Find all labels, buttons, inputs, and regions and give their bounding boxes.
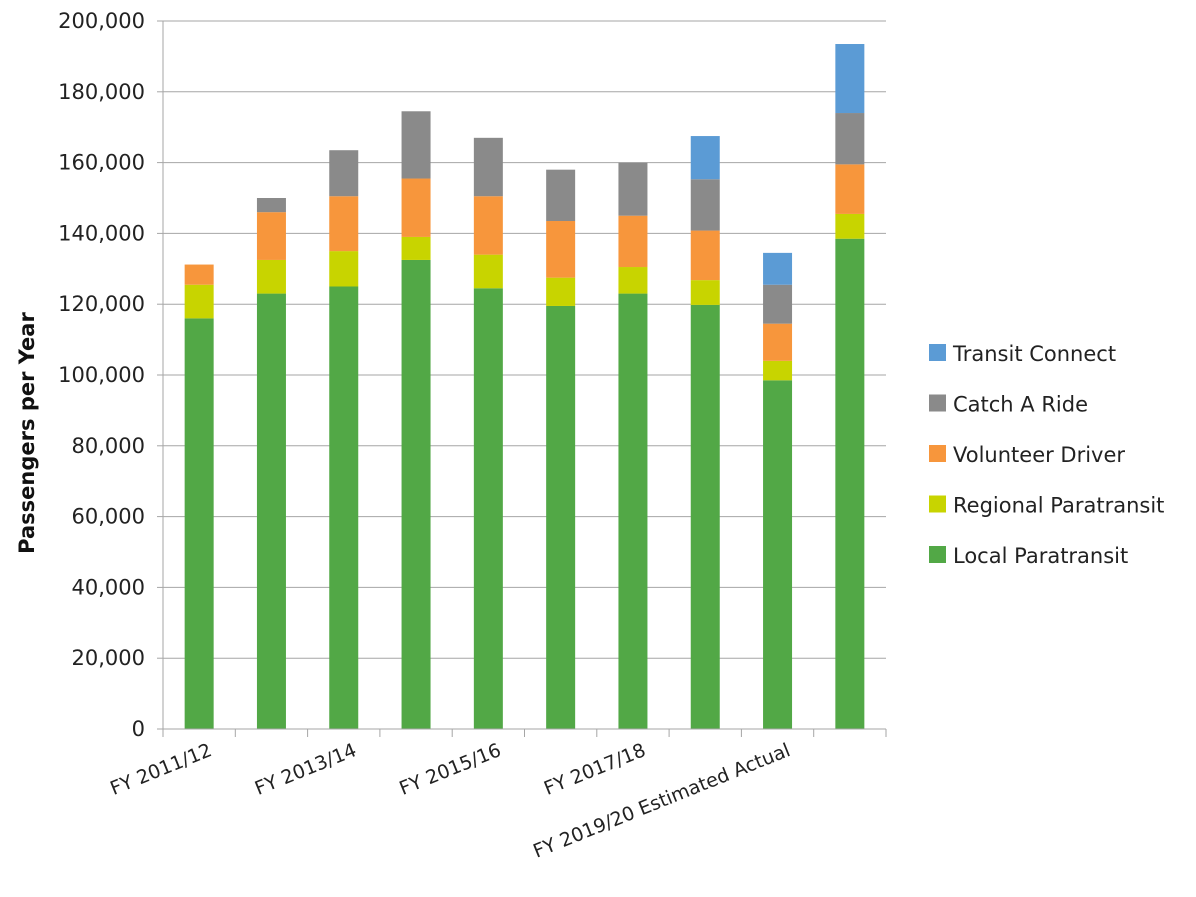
bar-segment	[473, 254, 503, 289]
x-tick-label: FY 2017/18	[541, 739, 649, 800]
y-axis-title: Passengers per Year	[15, 312, 39, 554]
x-tick-label: FY 2013/14	[252, 739, 360, 800]
legend-swatch	[929, 546, 946, 563]
legend-label: Transit Connect	[952, 342, 1116, 366]
bar-segment	[329, 196, 359, 252]
bar-segment	[401, 111, 431, 179]
bar-segment	[690, 136, 720, 180]
bar-segment	[256, 293, 286, 729]
y-tick-label: 100,000	[58, 363, 145, 387]
bar-segment	[329, 286, 359, 729]
legend-item: Regional Paratransit	[929, 494, 1164, 518]
y-tick-label: 140,000	[58, 221, 145, 245]
bar-segment	[618, 293, 648, 729]
y-tick-label: 160,000	[58, 151, 145, 175]
bar-segment	[618, 267, 648, 294]
bar-segment	[835, 113, 865, 165]
bar-segment	[473, 137, 503, 197]
bars	[184, 44, 865, 729]
legend-item: Local Paratransit	[929, 544, 1128, 568]
y-tick-label: 40,000	[72, 575, 145, 599]
y-tick-label: 120,000	[58, 292, 145, 316]
bar-segment	[546, 169, 576, 222]
bar-segment	[835, 44, 865, 114]
bar-segment	[546, 277, 576, 306]
axes	[157, 20, 887, 737]
bar-segment	[473, 196, 503, 255]
bar-segment	[835, 238, 865, 729]
bar-segment	[256, 212, 286, 260]
legend-label: Catch A Ride	[953, 393, 1088, 417]
legend-item: Transit Connect	[929, 342, 1116, 366]
y-tick-labels: 0 20,000 40,000 60,000 80,000 100,000 120,000 1…	[58, 9, 145, 741]
legend-swatch	[929, 445, 946, 462]
bar-segment	[329, 251, 359, 287]
y-tick-label: 60,000	[72, 505, 145, 529]
bar-segment	[763, 252, 793, 285]
y-tick-label: 80,000	[72, 434, 145, 458]
bar-segment	[401, 178, 431, 237]
bar-segment	[401, 236, 431, 260]
legend-swatch	[929, 394, 946, 412]
bar-segment	[184, 284, 214, 319]
bar-segment	[690, 230, 720, 281]
bar-segment	[184, 318, 214, 729]
x-tick-label: FY 2015/16	[396, 739, 504, 800]
legend-item: Volunteer Driver	[929, 443, 1125, 467]
bar-segment	[763, 323, 793, 361]
legend-label: Regional Paratransit	[953, 494, 1164, 518]
bar-segment	[835, 213, 865, 239]
bar-segment	[256, 198, 286, 213]
x-tick-label: FY 2019/20 Estimated Actual	[530, 739, 793, 862]
bar-segment	[256, 259, 286, 294]
x-tick-label: FY 2011/12	[107, 739, 215, 800]
legend-label: Local Paratransit	[953, 544, 1128, 568]
bar-segment	[546, 305, 576, 729]
bar-segment	[546, 221, 576, 278]
bar-segment	[690, 304, 720, 729]
bar-segment	[835, 164, 865, 214]
bar-segment	[618, 215, 648, 268]
bar-segment	[401, 259, 431, 729]
bar-segment	[184, 264, 214, 285]
bar-segment	[618, 162, 648, 216]
bar-segment	[763, 284, 793, 324]
y-tick-label: 0	[132, 717, 145, 741]
bar-segment	[690, 179, 720, 231]
legend-swatch	[929, 495, 946, 513]
y-tick-label: 180,000	[58, 80, 145, 104]
legend-label: Volunteer Driver	[953, 443, 1125, 467]
bar-segment	[763, 380, 793, 729]
legend-item: Catch A Ride	[929, 393, 1088, 417]
x-tick-labels: FY 2011/12 FY 2013/14 FY 2015/16 FY 2017/18…	[107, 739, 793, 862]
y-tick-label: 200,000	[58, 9, 145, 33]
legend-swatch	[929, 344, 946, 361]
bar-segment	[763, 360, 793, 381]
bar-segment	[473, 288, 503, 729]
legend: Transit Connect Catch A Ride Volunteer Dri…	[929, 342, 1164, 568]
y-tick-label: 20,000	[72, 646, 145, 670]
bar-segment	[329, 150, 359, 197]
bar-segment	[690, 280, 720, 305]
